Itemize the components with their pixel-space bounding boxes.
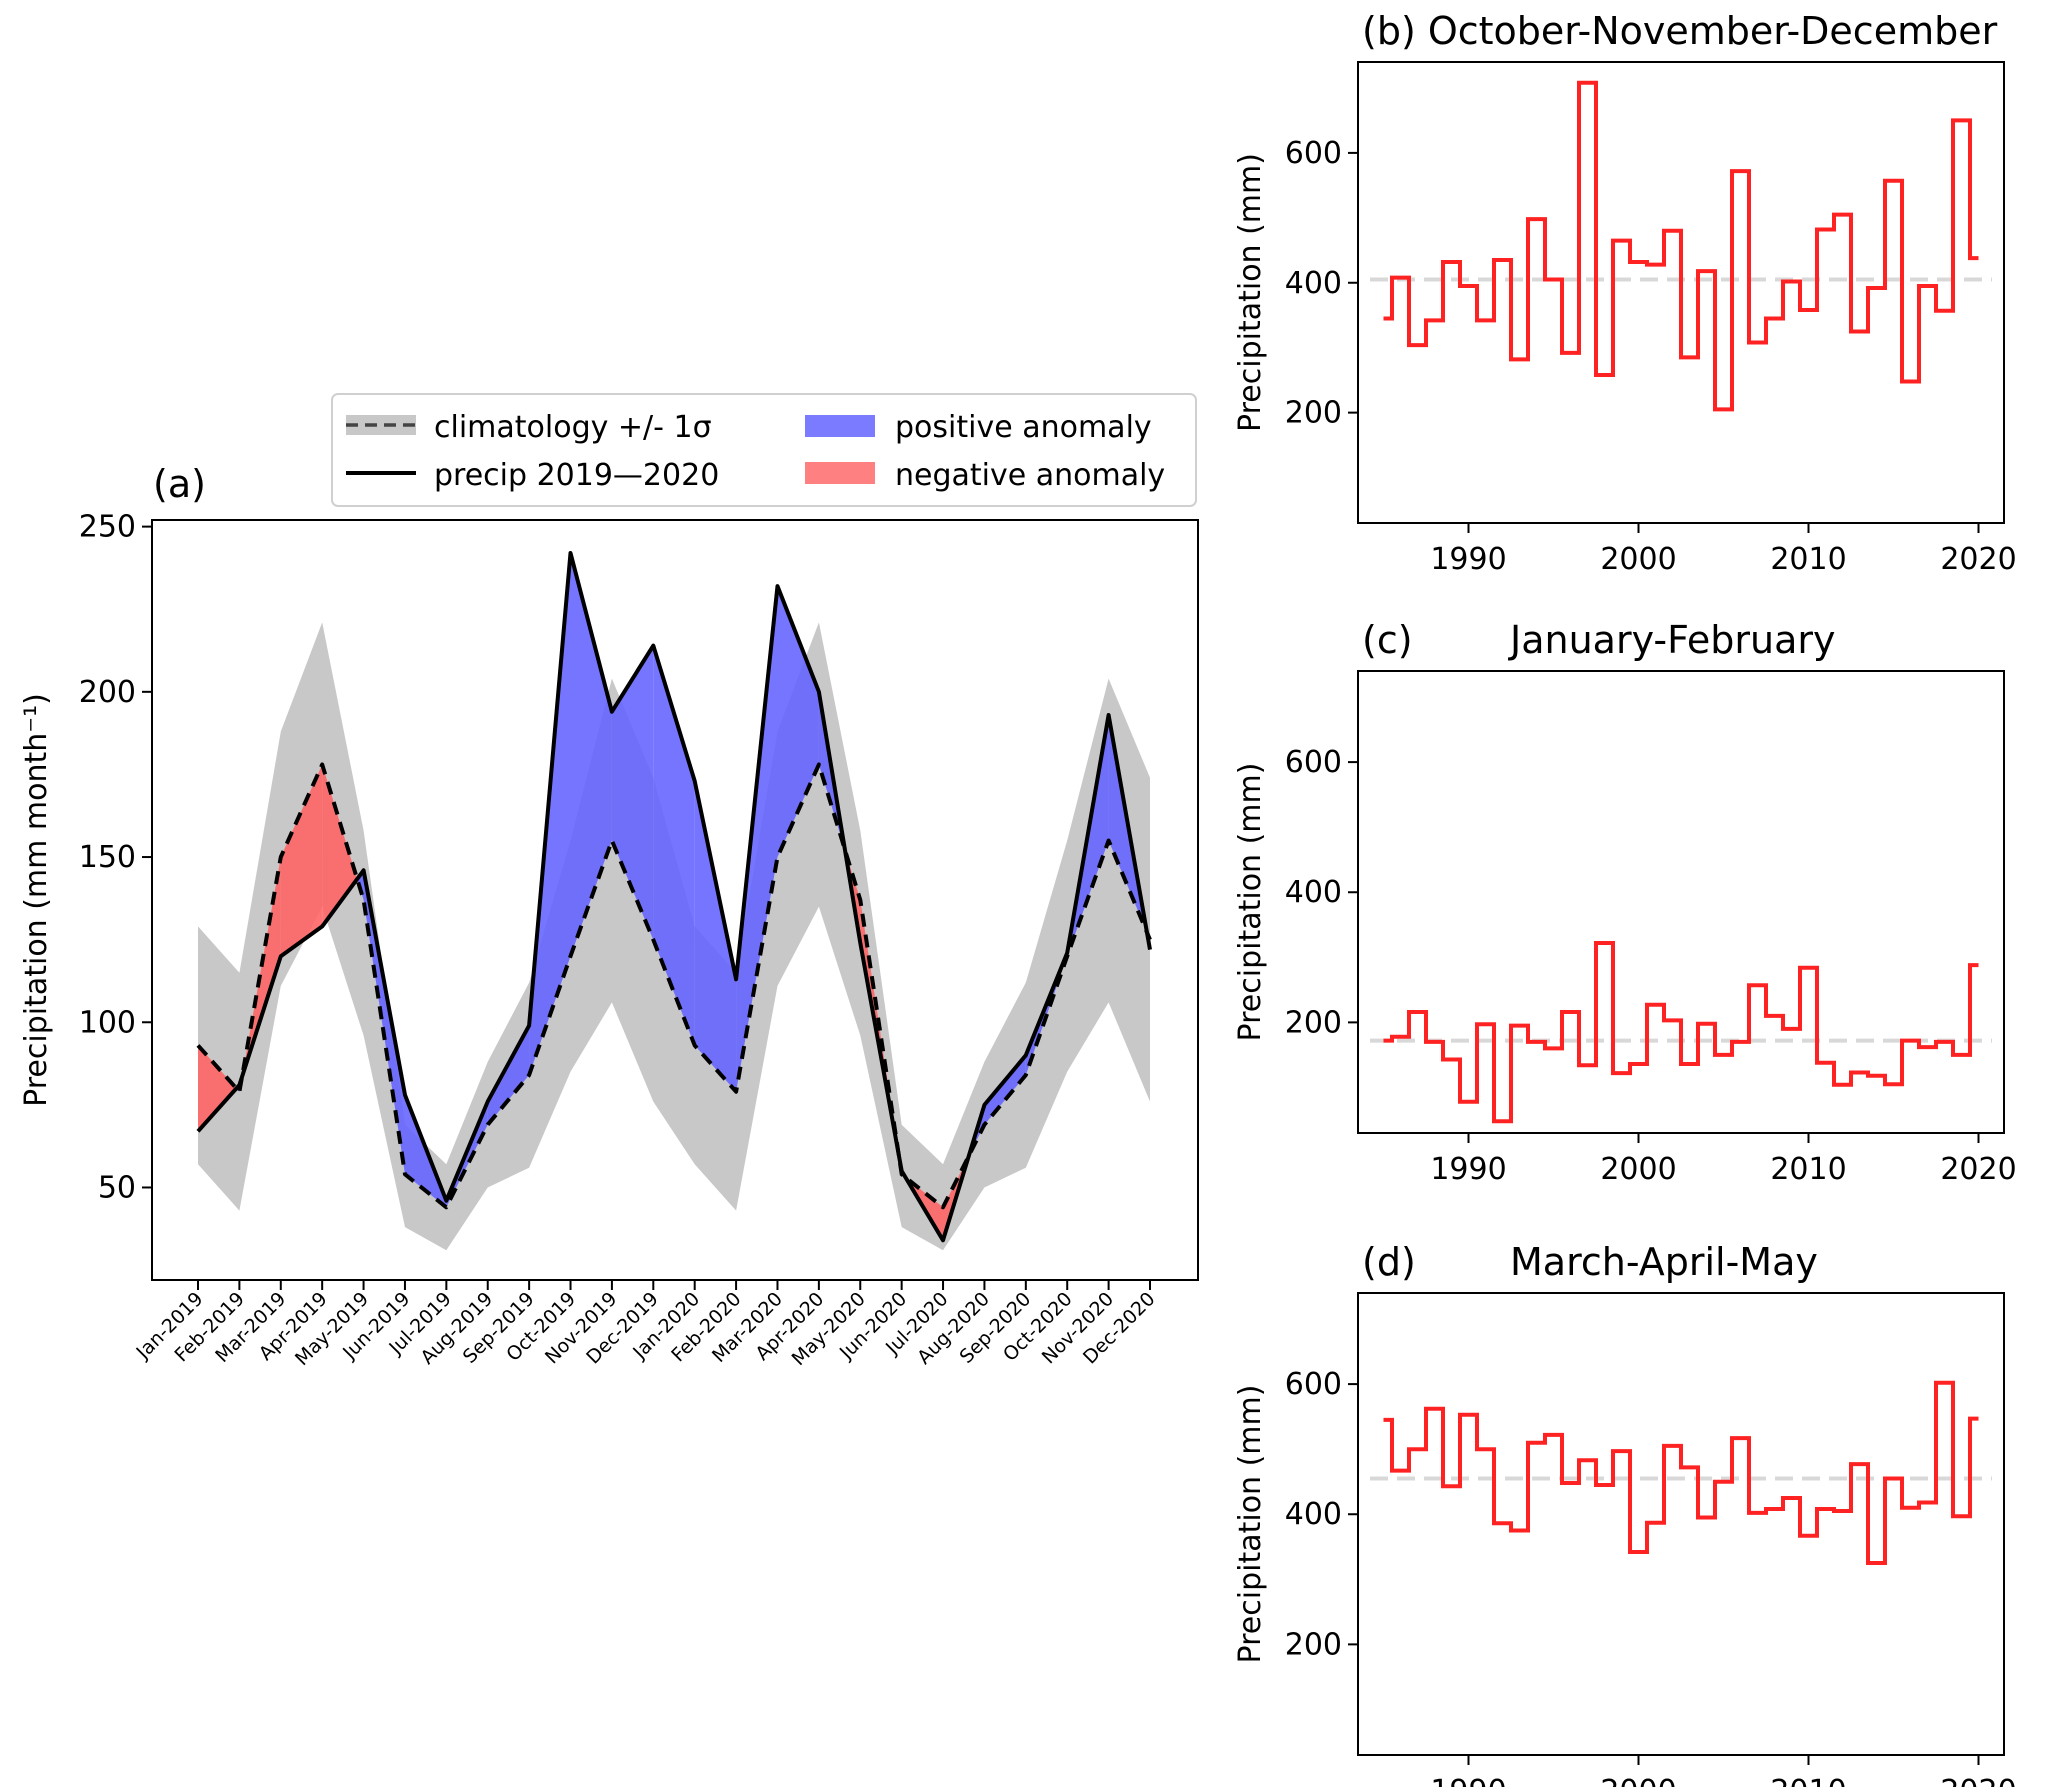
y-tick-label: 400 bbox=[1285, 266, 1342, 301]
legend-positive-swatch bbox=[805, 415, 875, 437]
positive-anomaly-fill bbox=[570, 553, 612, 957]
panel-label: (d) bbox=[1362, 1240, 1416, 1284]
y-tick-label: 600 bbox=[1285, 745, 1342, 780]
x-tick-label: 2020 bbox=[1940, 542, 2016, 577]
y-tick-label: 150 bbox=[79, 840, 136, 875]
legend: climatology +/- 1σ precip 2019—2020 posi… bbox=[331, 393, 1197, 507]
positive-anomaly-fill bbox=[611, 645, 654, 940]
legend-frame bbox=[331, 393, 1197, 507]
x-tick-label: 2000 bbox=[1600, 1152, 1676, 1187]
series-lines bbox=[196, 551, 1152, 1243]
y-axis-a: 50 100 150 200 250 bbox=[79, 510, 152, 1205]
x-tick-label: 2010 bbox=[1770, 1152, 1846, 1187]
y-tick-label: 600 bbox=[1285, 1367, 1342, 1402]
plot-frame-a bbox=[151, 519, 1199, 1281]
x-tick-label: 2000 bbox=[1600, 1774, 1676, 1787]
positive-anomaly-fill bbox=[777, 586, 819, 857]
y-tick-label: 200 bbox=[79, 675, 136, 710]
y-tick-label: 50 bbox=[98, 1170, 136, 1205]
x-tick-label: 2010 bbox=[1770, 1774, 1846, 1787]
y-axis-label-a: Precipitation (mm month⁻¹) bbox=[19, 693, 54, 1107]
step-series-line bbox=[1383, 941, 1979, 1124]
y-tick-label: 200 bbox=[1285, 1627, 1342, 1662]
x-tick-label: 1990 bbox=[1430, 1774, 1506, 1787]
step-series-line bbox=[1383, 1380, 1979, 1565]
panel-a-label: (a) bbox=[153, 462, 206, 506]
x-tick-label: 2020 bbox=[1940, 1774, 2016, 1787]
panel-c: (c) January-February 200 400 600 1990 2000 2010… bbox=[1233, 618, 2017, 1187]
panel-title: (b) October-November-December bbox=[1362, 9, 1998, 53]
x-tick-label: 2000 bbox=[1600, 542, 1676, 577]
y-axis-label: Precipitation (mm) bbox=[1233, 763, 1268, 1042]
legend-label-climatology: climatology +/- 1σ bbox=[434, 410, 712, 445]
y-axis-label: Precipitation (mm) bbox=[1233, 153, 1268, 432]
y-tick-label: 600 bbox=[1285, 136, 1342, 171]
panel-d: (d) March-April-May 200 400 600 1990 2000 2010 2… bbox=[1233, 1240, 2017, 1787]
legend-label-negative: negative anomaly bbox=[895, 458, 1165, 493]
y-tick-label: 200 bbox=[1285, 1005, 1342, 1040]
x-tick-label: 2020 bbox=[1940, 1152, 2016, 1187]
x-tick-label: 1990 bbox=[1430, 542, 1506, 577]
y-tick-label: 200 bbox=[1285, 396, 1342, 431]
legend-label-positive: positive anomaly bbox=[895, 410, 1152, 445]
x-axis-a: Jan-2019Feb-2019Mar-2019Apr-2019May-2019… bbox=[132, 1280, 1160, 1370]
negative-anomaly-fill bbox=[280, 764, 323, 957]
legend-band-swatch bbox=[346, 415, 416, 435]
legend-label-precip: precip 2019—2020 bbox=[434, 458, 719, 493]
precip-line bbox=[196, 551, 1152, 1243]
y-tick-label: 400 bbox=[1285, 875, 1342, 910]
step-series-line bbox=[1383, 80, 1979, 412]
y-tick-label: 100 bbox=[79, 1005, 136, 1040]
panel-a: (a) 50 100 150 200 250 Jan-2019Feb-2019Mar-2… bbox=[19, 393, 1199, 1370]
panel-title: March-April-May bbox=[1510, 1240, 1818, 1284]
positive-anomaly-fill bbox=[984, 1055, 1026, 1125]
plot-frame bbox=[1357, 61, 2005, 524]
plot-frame bbox=[1357, 670, 2005, 1134]
legend-negative-swatch bbox=[805, 462, 875, 484]
negative-anomaly-fill bbox=[198, 1045, 237, 1132]
negative-anomaly-fill bbox=[322, 764, 358, 927]
y-tick-label: 400 bbox=[1285, 1497, 1342, 1532]
panel-b: (b) October-November-December 200 400 600 19… bbox=[1233, 9, 2017, 577]
positive-anomaly-fill bbox=[653, 645, 695, 1046]
panel-label: (c) bbox=[1362, 618, 1413, 662]
x-tick-label: 1990 bbox=[1430, 1152, 1506, 1187]
panel-title: January-February bbox=[1508, 618, 1836, 662]
plot-frame bbox=[1357, 1292, 2005, 1756]
positive-anomaly-fill bbox=[736, 586, 778, 1092]
positive-anomaly-fill bbox=[694, 781, 737, 1092]
y-tick-label: 250 bbox=[79, 510, 136, 545]
y-axis-label: Precipitation (mm) bbox=[1233, 1385, 1268, 1664]
positive-anomaly-fill bbox=[487, 1025, 530, 1125]
x-tick-label: 2010 bbox=[1770, 542, 1846, 577]
